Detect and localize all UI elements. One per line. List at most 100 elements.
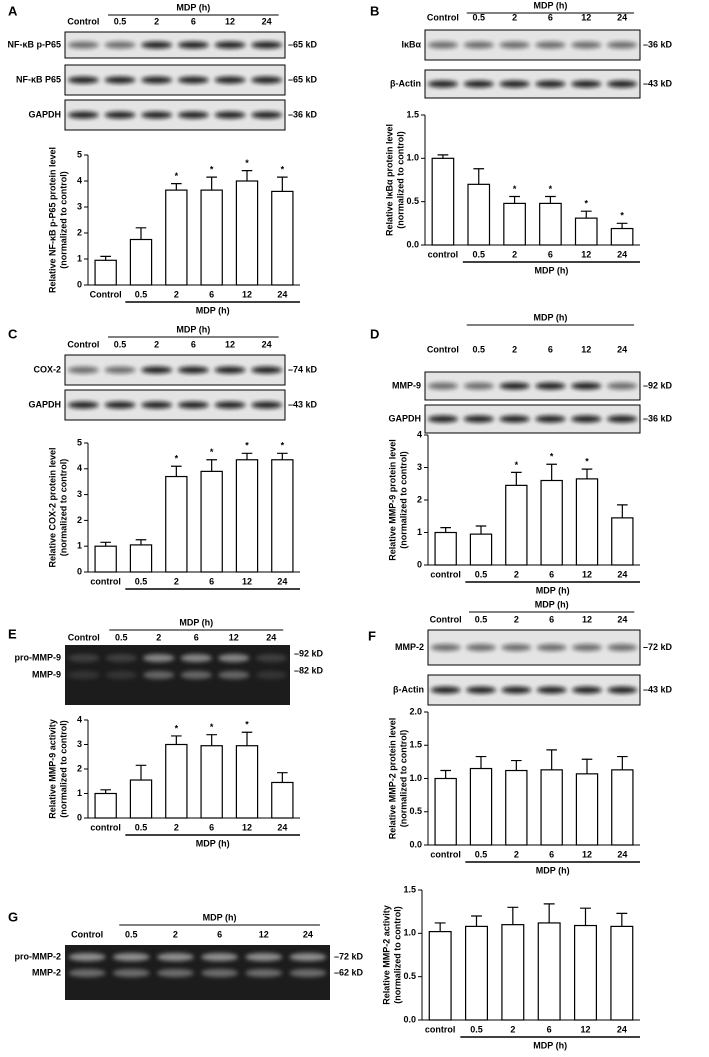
x-tick-label: 24 [617, 1024, 627, 1034]
y-tick-label: 5 [77, 437, 82, 447]
row-label: MMP-9 [32, 669, 61, 679]
band [141, 41, 173, 49]
bar [200, 470, 223, 573]
y-tick-label: 1 [77, 541, 82, 551]
error-bar [277, 772, 288, 783]
blot [64, 99, 286, 131]
x-axis-title: MDP (h) [533, 1040, 567, 1050]
error-bar [580, 210, 592, 219]
error-bar [507, 906, 519, 925]
lane-label: 12 [225, 16, 235, 26]
gel-band [112, 953, 150, 961]
band [466, 644, 496, 651]
gel-band [289, 953, 327, 961]
group-label: MDP (h) [535, 599, 569, 609]
bar [540, 479, 563, 566]
bar [200, 189, 223, 286]
y-tick-label: 0.5 [406, 196, 419, 206]
bar [94, 259, 117, 286]
band [67, 111, 99, 119]
band [177, 401, 209, 409]
y-tick-label: 3 [77, 489, 82, 499]
error-bar [171, 183, 182, 191]
size-label: –65 kD [288, 74, 318, 84]
significance-marker: * [245, 441, 249, 451]
bar [501, 924, 525, 1021]
y-axis-title: Relative COX-2 protein level [47, 447, 57, 567]
y-axis-title: Relative MMP-2 protein level [387, 718, 397, 840]
y-tick-label: 2.0 [409, 706, 422, 716]
bar [200, 745, 223, 819]
y-tick-label: 0.0 [409, 839, 422, 849]
significance-marker: * [175, 723, 179, 733]
error-bar [617, 755, 628, 770]
x-tick-label: 2 [514, 849, 519, 859]
x-tick-label: 0.5 [135, 289, 148, 299]
x-tick-label: 12 [242, 822, 252, 832]
gel-band [68, 969, 106, 977]
x-tick-label: 24 [617, 569, 627, 579]
bar [505, 484, 528, 566]
x-tick-label: 6 [547, 1024, 552, 1034]
band [177, 111, 209, 119]
error-bar [277, 176, 288, 192]
lane-label: 2 [512, 344, 517, 354]
bar [573, 924, 597, 1021]
band [104, 76, 136, 84]
y-axis-title: (normalized to control) [395, 131, 405, 229]
lane-label: 2 [514, 614, 519, 624]
error-bar [241, 170, 253, 181]
band [535, 382, 566, 390]
blot [427, 629, 641, 666]
size-label: –36 kD [288, 109, 318, 119]
lane-label: 0.5 [472, 12, 485, 22]
bar [575, 773, 599, 846]
y-tick-label: 4 [77, 463, 82, 473]
error-bar [475, 755, 487, 769]
band [463, 80, 494, 88]
x-axis-title: MDP (h) [536, 865, 570, 875]
lane-label: 6 [548, 12, 553, 22]
y-axis-title: (normalized to control) [58, 459, 68, 557]
bar [469, 767, 493, 846]
bar [465, 925, 489, 1021]
size-label: –36 kD [643, 413, 673, 423]
row-label: COX-2 [33, 364, 61, 374]
bar [467, 183, 491, 246]
row-label: GAPDH [388, 413, 421, 423]
blot [424, 371, 641, 401]
band [141, 111, 173, 119]
error-bar [545, 195, 556, 204]
x-tick-label: 6 [549, 569, 554, 579]
y-axis-title: Relative MMP-9 activity [47, 719, 57, 819]
y-tick-label: 1 [77, 253, 82, 263]
error-bar [100, 541, 111, 547]
band [67, 366, 99, 374]
lane-label: 0.5 [115, 632, 128, 642]
size-label: –43 kD [643, 684, 673, 694]
y-axis-title: (normalized to control) [398, 451, 408, 549]
blot [427, 674, 641, 706]
gel-band [245, 969, 283, 977]
band [141, 366, 173, 374]
significance-marker: * [550, 452, 554, 462]
panel-letter: B [370, 3, 379, 18]
error-bar [511, 471, 522, 486]
error-bar [440, 769, 451, 779]
y-tick-label: 1 [77, 788, 82, 798]
lane-label: 24 [266, 632, 276, 642]
group-label: MDP (h) [533, 312, 567, 322]
significance-marker: * [584, 199, 588, 209]
bar [129, 238, 153, 286]
x-tick-label: control [425, 1024, 456, 1034]
row-label: GAPDH [28, 109, 61, 119]
lane-label: 24 [262, 16, 272, 26]
x-tick-label: 2 [174, 289, 179, 299]
y-axis-title: (normalized to control) [58, 171, 68, 269]
gel-band [143, 654, 175, 662]
band [67, 41, 99, 49]
bar [574, 217, 598, 246]
y-tick-label: 1.0 [403, 928, 416, 938]
band [607, 686, 638, 694]
